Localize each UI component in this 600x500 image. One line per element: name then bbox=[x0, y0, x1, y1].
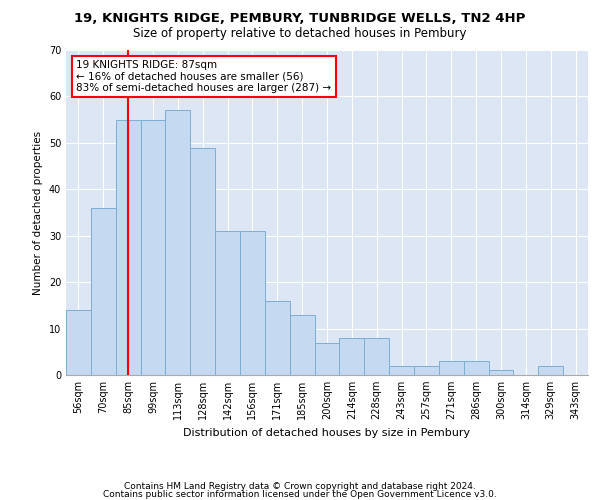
Text: Contains public sector information licensed under the Open Government Licence v3: Contains public sector information licen… bbox=[103, 490, 497, 499]
Bar bbox=[91, 208, 116, 375]
Bar bbox=[166, 110, 190, 375]
Bar bbox=[389, 366, 414, 375]
Bar bbox=[215, 231, 240, 375]
Bar bbox=[66, 310, 91, 375]
Bar bbox=[488, 370, 514, 375]
Bar bbox=[364, 338, 389, 375]
Bar bbox=[290, 314, 314, 375]
Bar bbox=[414, 366, 439, 375]
Bar bbox=[265, 300, 290, 375]
Bar bbox=[190, 148, 215, 375]
Y-axis label: Number of detached properties: Number of detached properties bbox=[33, 130, 43, 294]
Text: 19, KNIGHTS RIDGE, PEMBURY, TUNBRIDGE WELLS, TN2 4HP: 19, KNIGHTS RIDGE, PEMBURY, TUNBRIDGE WE… bbox=[74, 12, 526, 26]
Bar bbox=[439, 361, 464, 375]
Bar bbox=[116, 120, 140, 375]
X-axis label: Distribution of detached houses by size in Pembury: Distribution of detached houses by size … bbox=[184, 428, 470, 438]
Text: 19 KNIGHTS RIDGE: 87sqm
← 16% of detached houses are smaller (56)
83% of semi-de: 19 KNIGHTS RIDGE: 87sqm ← 16% of detache… bbox=[76, 60, 332, 93]
Bar bbox=[140, 120, 166, 375]
Bar bbox=[340, 338, 364, 375]
Bar bbox=[464, 361, 488, 375]
Text: Size of property relative to detached houses in Pembury: Size of property relative to detached ho… bbox=[133, 28, 467, 40]
Text: Contains HM Land Registry data © Crown copyright and database right 2024.: Contains HM Land Registry data © Crown c… bbox=[124, 482, 476, 491]
Bar bbox=[538, 366, 563, 375]
Bar bbox=[240, 231, 265, 375]
Bar bbox=[314, 342, 340, 375]
